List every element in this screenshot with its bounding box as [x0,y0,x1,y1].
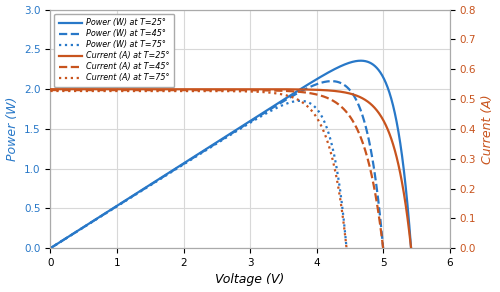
Power (W) at T=25° [358,59,364,62]
Current (A) at T=25° [358,96,364,99]
Y-axis label: Current (A): Current (A) [482,94,494,164]
Line: Power (W) at T=45°: Power (W) at T=45° [50,81,383,248]
Current (A) at T=75° [220,89,226,93]
Power (W) at T=45° [48,246,54,250]
Line: Power (W) at T=25°: Power (W) at T=25° [50,61,411,248]
Power (W) at T=75° [303,100,309,103]
Power (W) at T=25° [70,232,75,236]
Power (W) at T=75° [220,138,226,142]
Line: Current (A) at T=75°: Current (A) at T=75° [50,91,346,248]
Current (A) at T=45° [240,88,246,92]
Power (W) at T=75° [48,246,54,250]
Power (W) at T=75° [236,128,242,131]
Power (W) at T=75° [272,107,278,110]
Current (A) at T=45° [260,88,266,92]
Power (W) at T=45° [260,112,266,116]
Power (W) at T=45° [328,79,334,83]
Current (A) at T=75° [48,89,54,93]
Power (W) at T=25° [321,73,327,77]
Current (A) at T=45° [68,88,74,92]
Legend: Power (W) at T=25°, Power (W) at T=45°, Power (W) at T=75°, Current (A) at T=25°: Power (W) at T=25°, Power (W) at T=45°, … [54,14,174,87]
Current (A) at T=45° [334,101,340,105]
X-axis label: Voltage (V): Voltage (V) [216,273,284,286]
Current (A) at T=75° [302,103,308,106]
Current (A) at T=25° [277,88,283,91]
Power (W) at T=25° [48,246,54,250]
Power (W) at T=45° [380,246,386,250]
Power (W) at T=45° [334,80,340,84]
Current (A) at T=75° [66,89,71,93]
Power (W) at T=25° [257,113,263,117]
Current (A) at T=25° [48,87,54,91]
Line: Power (W) at T=75°: Power (W) at T=75° [50,101,346,248]
Current (A) at T=25° [408,246,414,250]
Current (A) at T=45° [300,91,306,94]
Power (W) at T=75° [66,235,71,239]
Current (A) at T=25° [266,88,272,91]
Current (A) at T=75° [236,89,242,93]
Power (W) at T=25° [408,246,414,250]
Current (A) at T=45° [48,88,54,92]
Power (W) at T=75° [344,246,349,250]
Power (W) at T=75° [297,99,303,102]
Power (W) at T=45° [68,234,74,237]
Power (W) at T=25° [277,100,283,104]
Current (A) at T=25° [70,87,75,91]
Current (A) at T=25° [257,88,263,91]
Line: Current (A) at T=25°: Current (A) at T=25° [50,89,411,248]
Current (A) at T=45° [250,88,256,92]
Current (A) at T=75° [344,246,349,250]
Y-axis label: Power (W): Power (W) [6,97,18,161]
Line: Current (A) at T=45°: Current (A) at T=45° [50,90,383,248]
Power (W) at T=25° [266,107,272,110]
Power (W) at T=75° [227,133,233,137]
Power (W) at T=45° [250,119,256,122]
Current (A) at T=75° [227,89,233,93]
Current (A) at T=25° [321,88,327,92]
Power (W) at T=25° [358,59,364,62]
Current (A) at T=45° [380,246,386,250]
Power (W) at T=45° [300,89,306,92]
Current (A) at T=75° [272,91,278,95]
Power (W) at T=45° [240,124,246,128]
